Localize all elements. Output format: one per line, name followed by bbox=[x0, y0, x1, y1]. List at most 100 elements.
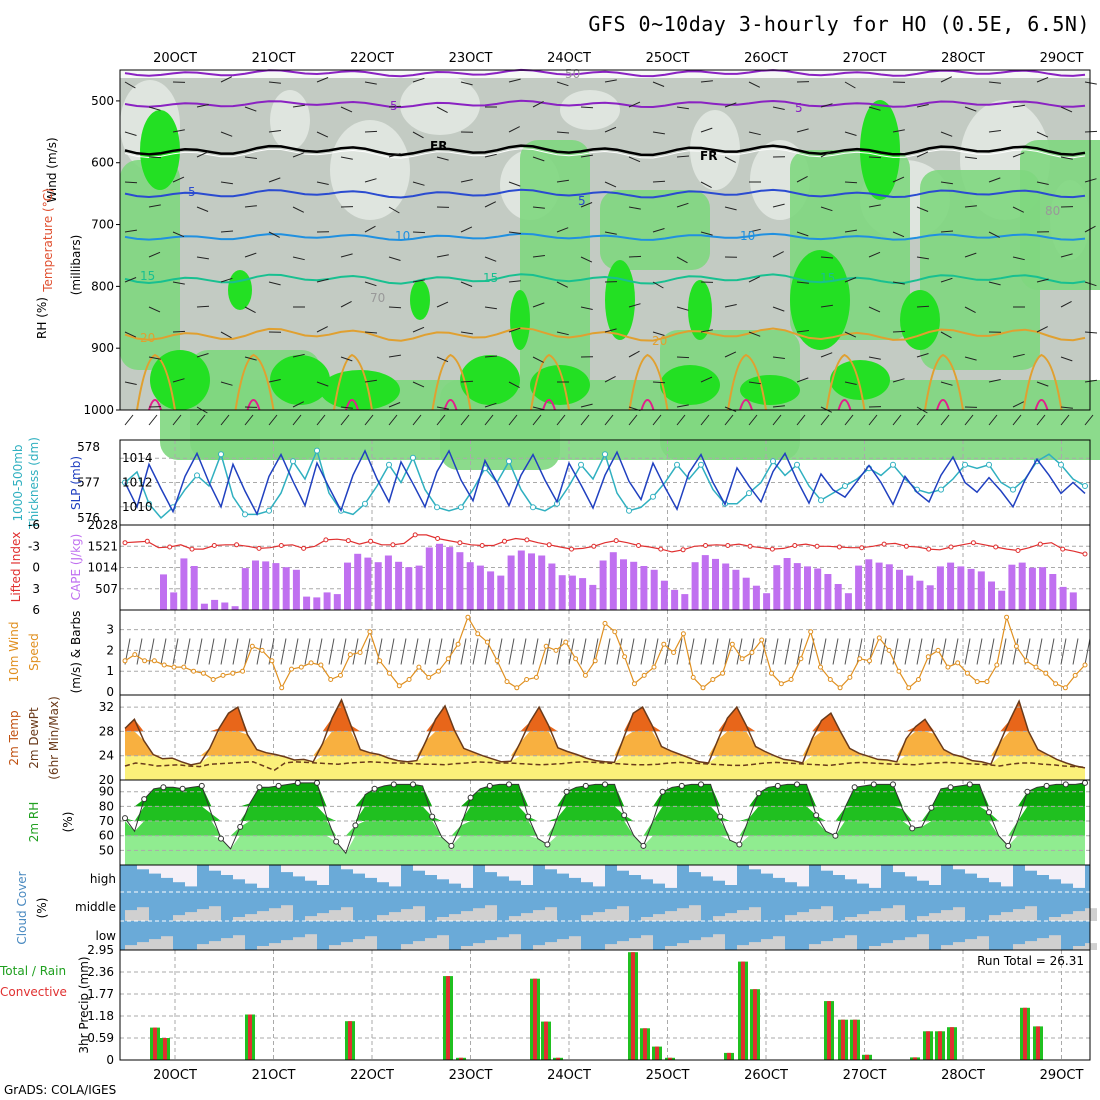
wind-barb bbox=[580, 306, 593, 310]
cloud-clear-segment bbox=[221, 938, 233, 950]
cloud-clear-segment bbox=[449, 914, 461, 921]
date-label-bottom: 29OCT bbox=[1040, 1068, 1084, 1083]
wind-barb bbox=[340, 356, 353, 362]
surface-wind-barb bbox=[268, 414, 278, 426]
cloud-clear-segment bbox=[725, 913, 737, 921]
rh2m-point bbox=[947, 784, 954, 791]
wind-barb bbox=[772, 251, 784, 258]
rh2m-fill-band bbox=[125, 782, 1085, 807]
date-label-bottom: 27OCT bbox=[843, 1068, 887, 1083]
cloud-clear-segment bbox=[485, 865, 497, 873]
wind-barb bbox=[172, 231, 185, 238]
surface-wind-barb bbox=[1084, 414, 1094, 426]
thickness-line-point bbox=[314, 447, 320, 454]
lifted-index-point bbox=[546, 542, 552, 548]
cape-bar bbox=[405, 567, 413, 610]
wind-speed-point bbox=[710, 677, 716, 682]
cape-bar bbox=[732, 569, 740, 610]
lifted-index-point bbox=[769, 546, 775, 552]
cloud-clear-segment bbox=[905, 937, 917, 950]
isotherm-15 bbox=[124, 273, 1086, 285]
wind-speed-point bbox=[1072, 672, 1078, 678]
thickness-line-point bbox=[794, 461, 800, 468]
wind-barb bbox=[412, 77, 425, 83]
cloud-clear-segment bbox=[869, 911, 881, 921]
wind-barb bbox=[748, 81, 761, 88]
wind-barb bbox=[724, 156, 736, 163]
cloud-axis-title-2: (%) bbox=[35, 898, 49, 919]
date-label-bottom: 25OCT bbox=[646, 1068, 690, 1083]
thickness-line-point bbox=[602, 451, 608, 458]
surface-barb bbox=[736, 638, 743, 665]
cloud-clear-segment bbox=[197, 909, 209, 921]
wind-barb bbox=[628, 156, 641, 163]
date-label-top: 27OCT bbox=[843, 51, 887, 66]
wind-barb bbox=[484, 153, 497, 158]
cloud-clear-segment bbox=[497, 865, 509, 877]
wind-barb bbox=[700, 127, 713, 133]
contour-label: 5 bbox=[578, 194, 586, 208]
cloud-clear-segment bbox=[509, 916, 521, 921]
wind-barb bbox=[244, 106, 257, 112]
wind-barb bbox=[388, 256, 401, 261]
surface-barb bbox=[160, 638, 167, 665]
surface-barb bbox=[556, 638, 563, 665]
surface-barb bbox=[652, 638, 659, 665]
wind-barb bbox=[676, 306, 689, 311]
wind-barb bbox=[940, 76, 953, 83]
surface-wind-barb bbox=[340, 414, 350, 426]
wind-speed-point bbox=[582, 672, 588, 678]
lifted-index-point bbox=[703, 543, 708, 548]
rh-saturated-patch bbox=[900, 290, 940, 350]
rh2m-point bbox=[621, 812, 628, 819]
cape-bar bbox=[936, 566, 944, 610]
lifted-index-point bbox=[881, 541, 887, 547]
wind-barb bbox=[724, 351, 737, 358]
cape-bar bbox=[1069, 592, 1077, 610]
temp-fill-low bbox=[125, 755, 1085, 780]
cloud-clear-segment bbox=[149, 865, 161, 874]
surface-barb bbox=[460, 638, 467, 665]
cape-bar bbox=[1008, 564, 1016, 610]
rh-humid-band bbox=[920, 170, 1040, 370]
wind-speed-point bbox=[475, 631, 481, 637]
rh2m-point bbox=[659, 788, 666, 795]
precip-panel: 2.95 2.36 1.77 1.18 0.59 0 Run Total = 26.31 bbox=[87, 943, 1091, 1067]
cape-bar bbox=[804, 566, 811, 610]
surface-warm-lobe bbox=[628, 353, 669, 411]
rh2m-point bbox=[314, 779, 320, 786]
cloud-clear-segment bbox=[365, 865, 377, 878]
temp-axis-title: 2m Temp bbox=[7, 710, 21, 765]
cloud-level-label: low bbox=[96, 929, 117, 943]
wind-barb bbox=[1084, 331, 1098, 334]
surface-barb bbox=[472, 638, 479, 665]
wind-speed-point bbox=[680, 631, 686, 637]
wind-speed-point bbox=[406, 677, 412, 682]
temp-axis-title-3: (6hr Min/Max) bbox=[47, 696, 61, 780]
wind-barb bbox=[916, 206, 929, 212]
wind-barb bbox=[532, 100, 544, 108]
cape-bar bbox=[650, 569, 658, 610]
cloud-clear-segment bbox=[149, 939, 161, 950]
wind-speed-point bbox=[661, 641, 667, 647]
precip-tick-label: 0 bbox=[106, 1053, 114, 1067]
precip-tick-label: 1.77 bbox=[87, 987, 114, 1001]
precip-convective-bar bbox=[950, 1027, 954, 1060]
wind-barb bbox=[148, 106, 161, 111]
cape-bar bbox=[538, 555, 546, 610]
cape-bar bbox=[497, 575, 505, 610]
wind-speed-point bbox=[318, 662, 324, 668]
surface-wind-barb bbox=[988, 414, 998, 426]
temp-tick-label: 32 bbox=[99, 700, 114, 714]
surface-wind-barb bbox=[244, 414, 254, 426]
thickness-line-point bbox=[650, 493, 656, 500]
wind-speed-point bbox=[269, 658, 275, 664]
surface-barb bbox=[508, 638, 515, 665]
wind-barb bbox=[196, 305, 210, 308]
wind-barb bbox=[556, 331, 569, 336]
wind-barb bbox=[844, 331, 857, 338]
precip-convective-bar bbox=[827, 1001, 831, 1060]
cape-panel: -6 -3 0 3 6 2028 1521 1014 507 bbox=[28, 518, 1091, 617]
wind-barb bbox=[700, 376, 713, 383]
wind-barb bbox=[220, 230, 234, 233]
